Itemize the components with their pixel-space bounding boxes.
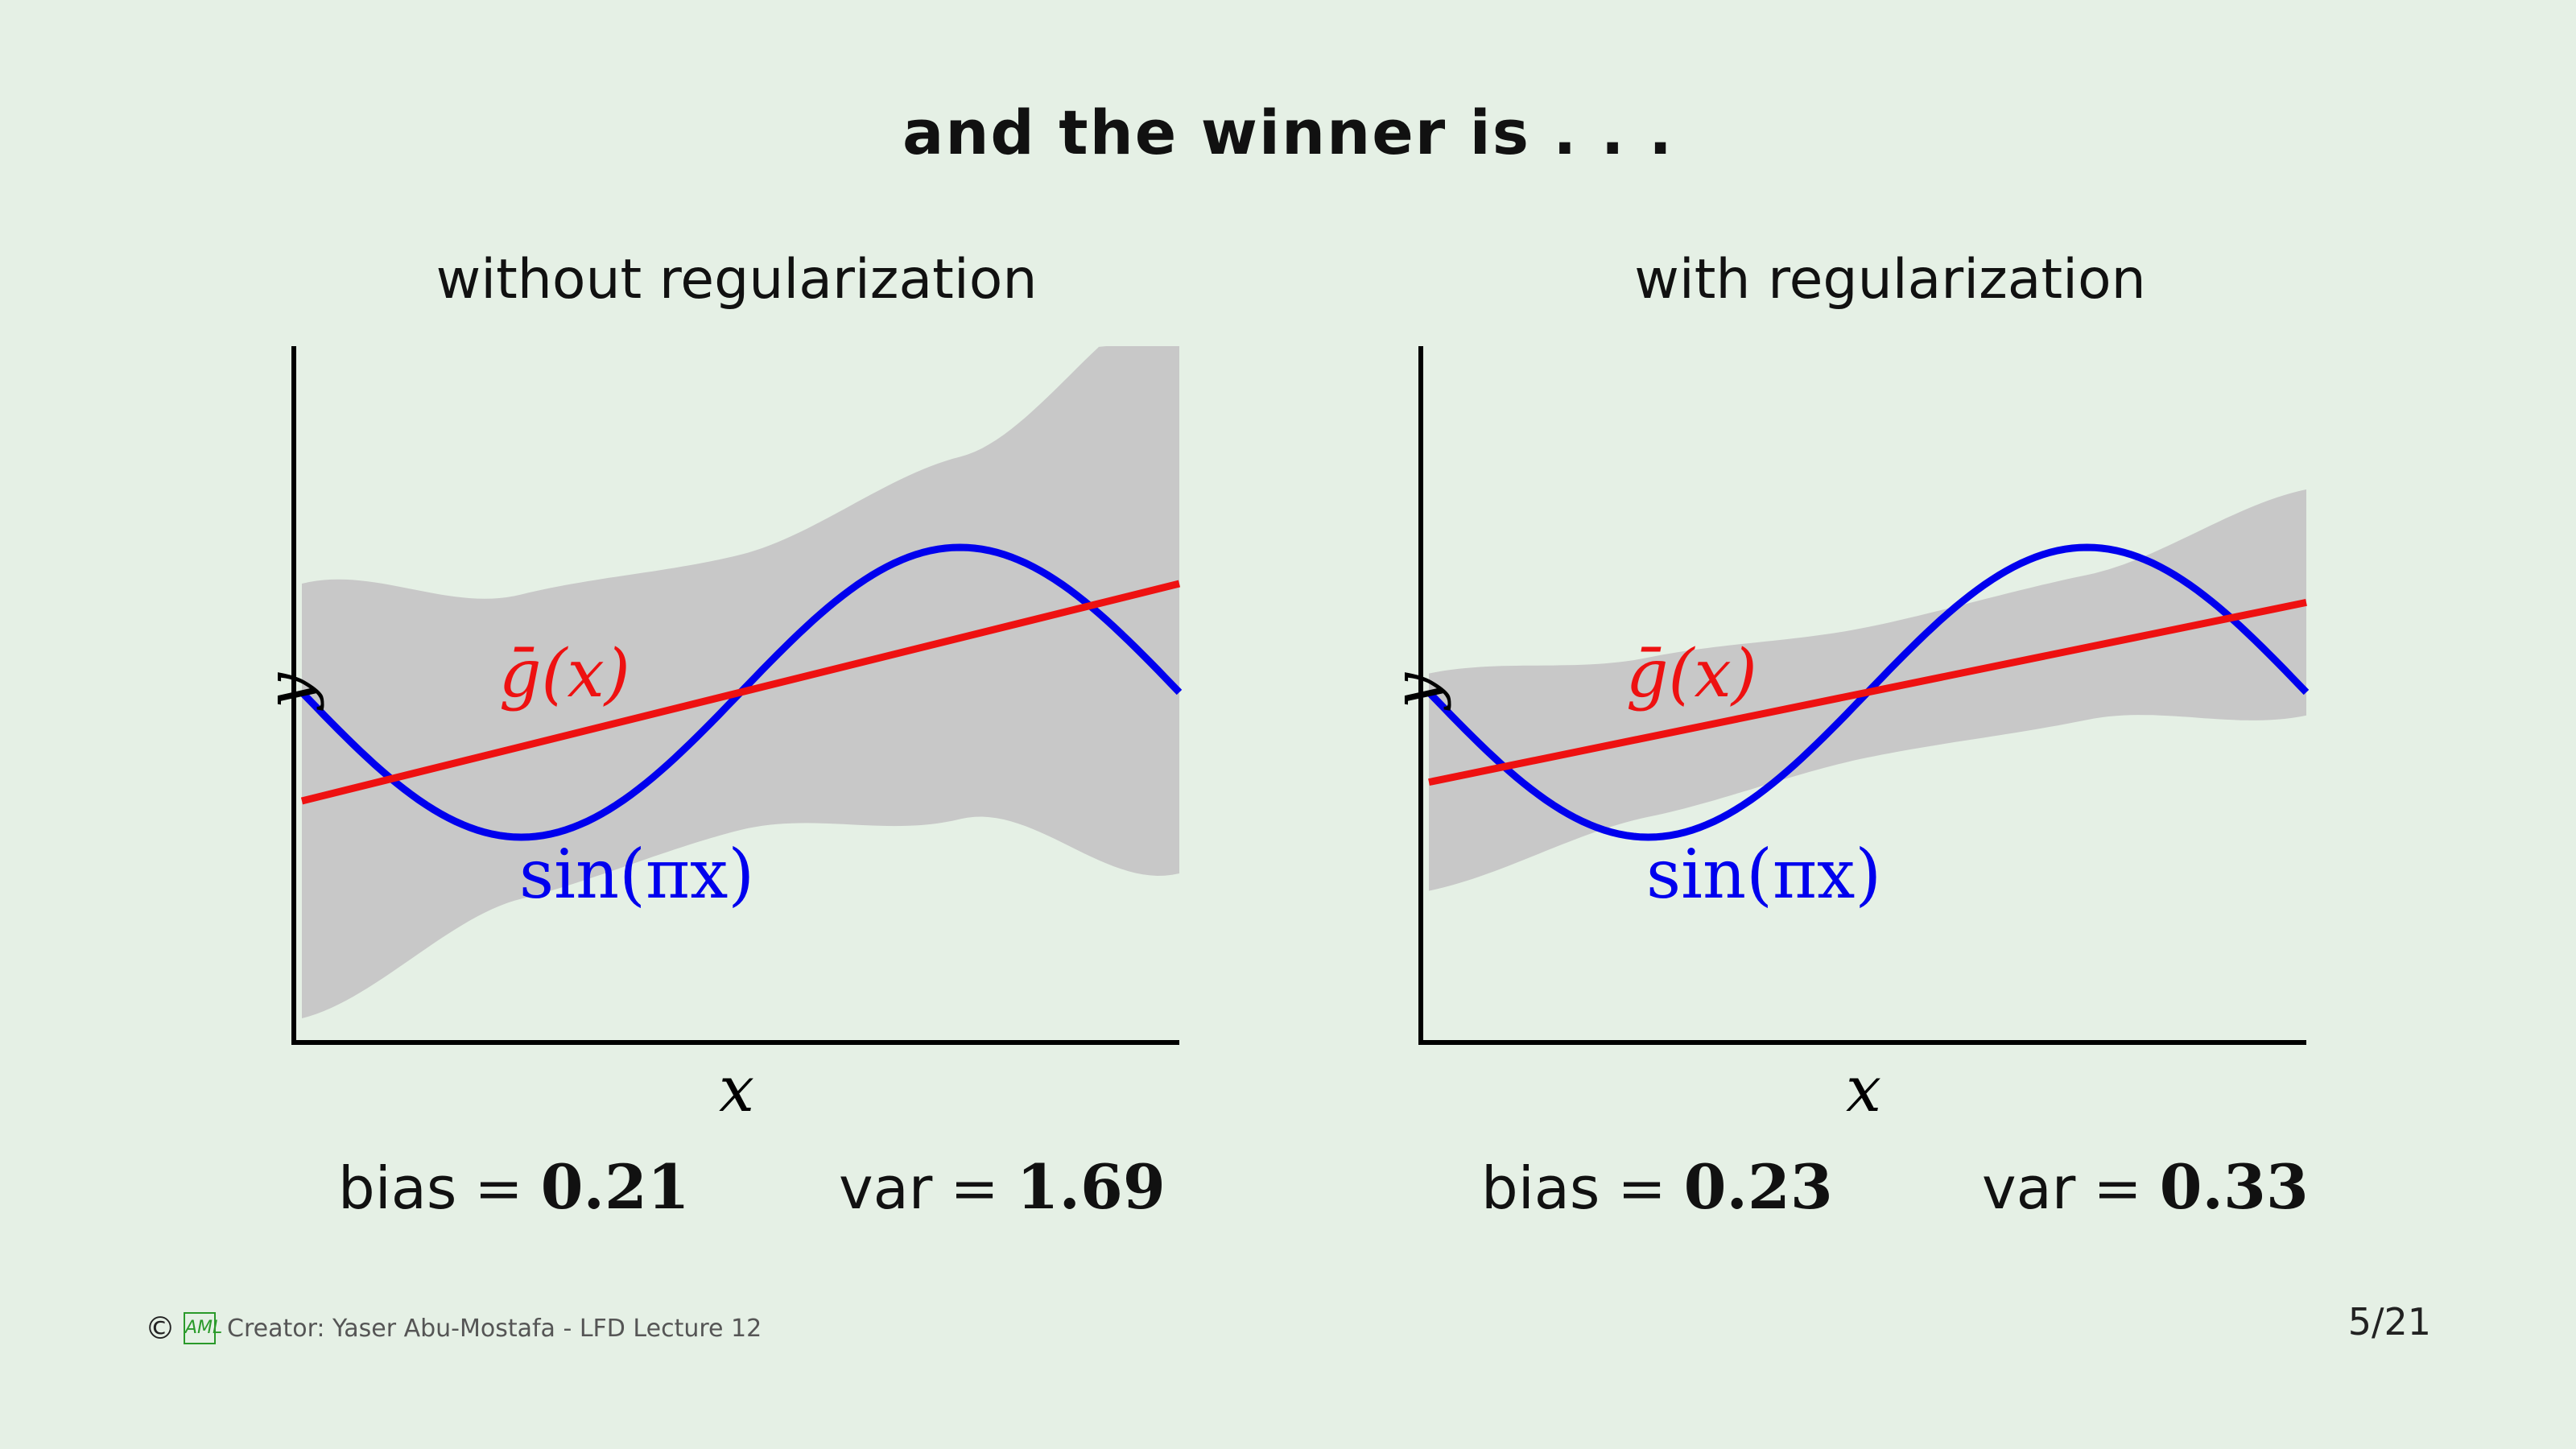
credit-text: Creator: Yaser Abu-Mostafa - LFD Lecture… bbox=[227, 1314, 762, 1343]
average-hypothesis-line bbox=[300, 580, 1181, 805]
bias-value: 0.21 bbox=[540, 1151, 690, 1223]
left-var-stat: var = 1.69 bbox=[839, 1151, 1166, 1223]
right-var-stat: var = 0.33 bbox=[1982, 1151, 2309, 1223]
y-axis-label: y bbox=[1401, 672, 1452, 711]
y-axis-label: y bbox=[274, 672, 325, 711]
average-hypothesis-line bbox=[1428, 598, 2307, 786]
variance-band bbox=[302, 346, 1179, 1018]
var-label: var bbox=[1982, 1154, 2076, 1222]
var-value: 1.69 bbox=[1016, 1151, 1166, 1223]
bias-value: 0.23 bbox=[1683, 1151, 1833, 1223]
var-value: 0.33 bbox=[2159, 1151, 2309, 1223]
left-panel-heading: without regularization bbox=[436, 248, 1038, 312]
page-number: 5/21 bbox=[2347, 1300, 2431, 1344]
bias-label: bias bbox=[1481, 1154, 1600, 1222]
equals-sign: = bbox=[2093, 1154, 2142, 1222]
right-panel-heading: with regularization bbox=[1634, 248, 2146, 312]
gbar-label: ḡ(x) bbox=[1626, 636, 1757, 712]
x-axis-label: x bbox=[1846, 1054, 1881, 1126]
copyright-symbol: © bbox=[145, 1311, 175, 1346]
right-plot: y x ḡ(x) sin(πx) bbox=[1401, 346, 2310, 1126]
equals-sign: = bbox=[474, 1154, 523, 1222]
left-bias-stat: bias = 0.21 bbox=[338, 1151, 690, 1223]
equals-sign: = bbox=[950, 1154, 999, 1222]
target-label: sin(πx) bbox=[519, 835, 754, 914]
aml-logo: AML bbox=[184, 1312, 222, 1344]
slide-title: and the winner is . . . bbox=[902, 97, 1674, 168]
footer: © AML Creator: Yaser Abu-Mostafa - LFD L… bbox=[145, 1311, 762, 1346]
left-plot: y x ḡ(x) sin(πx) bbox=[274, 346, 1183, 1126]
bias-label: bias bbox=[338, 1154, 457, 1222]
equals-sign: = bbox=[1617, 1154, 1666, 1222]
x-axis-label: x bbox=[719, 1054, 754, 1126]
target-label: sin(πx) bbox=[1646, 835, 1881, 914]
right-bias-stat: bias = 0.23 bbox=[1481, 1151, 1833, 1223]
gbar-label: ḡ(x) bbox=[499, 636, 630, 712]
var-label: var bbox=[839, 1154, 933, 1222]
